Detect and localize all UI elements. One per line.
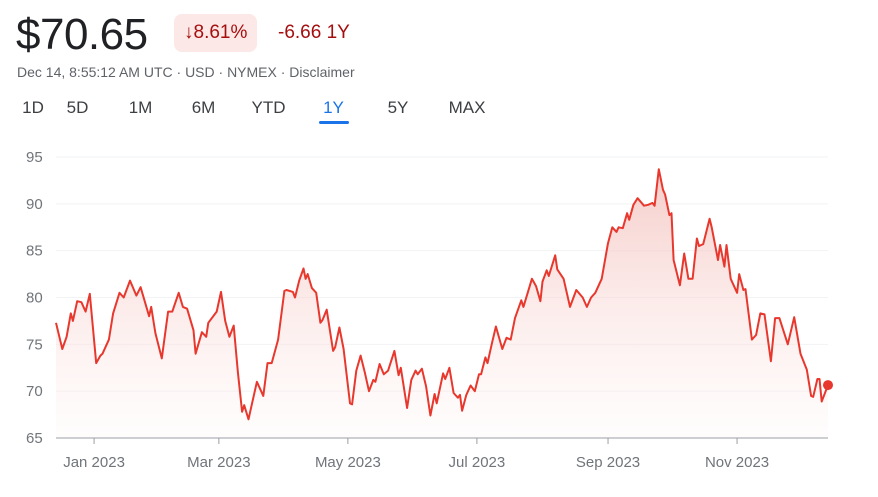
tab-max[interactable]: MAX [448,98,486,117]
range-tabs: 1D 5D 1M 6M YTD 1Y 5Y MAX [20,96,503,124]
change-absolute: -6.66 1Y [278,22,350,43]
change-percent-badge: ↓8.61% [174,14,258,52]
y-tick-label: 85 [26,243,43,260]
price-meta: Dec 14, 8:55:12 AM UTC · USD · NYMEX · D… [17,64,355,80]
x-tick-label: Jan 2023 [63,454,125,471]
x-tick-label: May 2023 [315,454,381,471]
y-tick-label: 80 [26,290,43,307]
y-tick-label: 65 [26,430,43,447]
x-tick-label: Jul 2023 [449,454,506,471]
x-tick-label: Nov 2023 [705,454,769,471]
price-line [55,168,829,421]
price-area [56,169,828,438]
tab-1y[interactable]: 1Y [302,96,365,124]
y-tick-label: 75 [26,336,43,353]
current-price: $70.65 [16,10,148,59]
arrow-down-icon: ↓ [184,22,194,43]
change-percent: 8.61% [193,22,248,43]
y-tick-label: 95 [26,149,43,166]
tab-ytd[interactable]: YTD [251,98,286,117]
x-tick-label: Sep 2023 [576,454,640,471]
x-tick-label: Mar 2023 [187,454,250,471]
tab-1d[interactable]: 1D [22,98,44,117]
y-tick-label: 70 [26,383,43,400]
tab-1m[interactable]: 1M [128,98,153,117]
current-point-marker [823,380,833,391]
tab-5d[interactable]: 5D [66,98,89,117]
tab-5y[interactable]: 5Y [387,98,409,117]
tab-6m[interactable]: 6M [191,98,216,117]
y-tick-label: 90 [26,196,43,213]
